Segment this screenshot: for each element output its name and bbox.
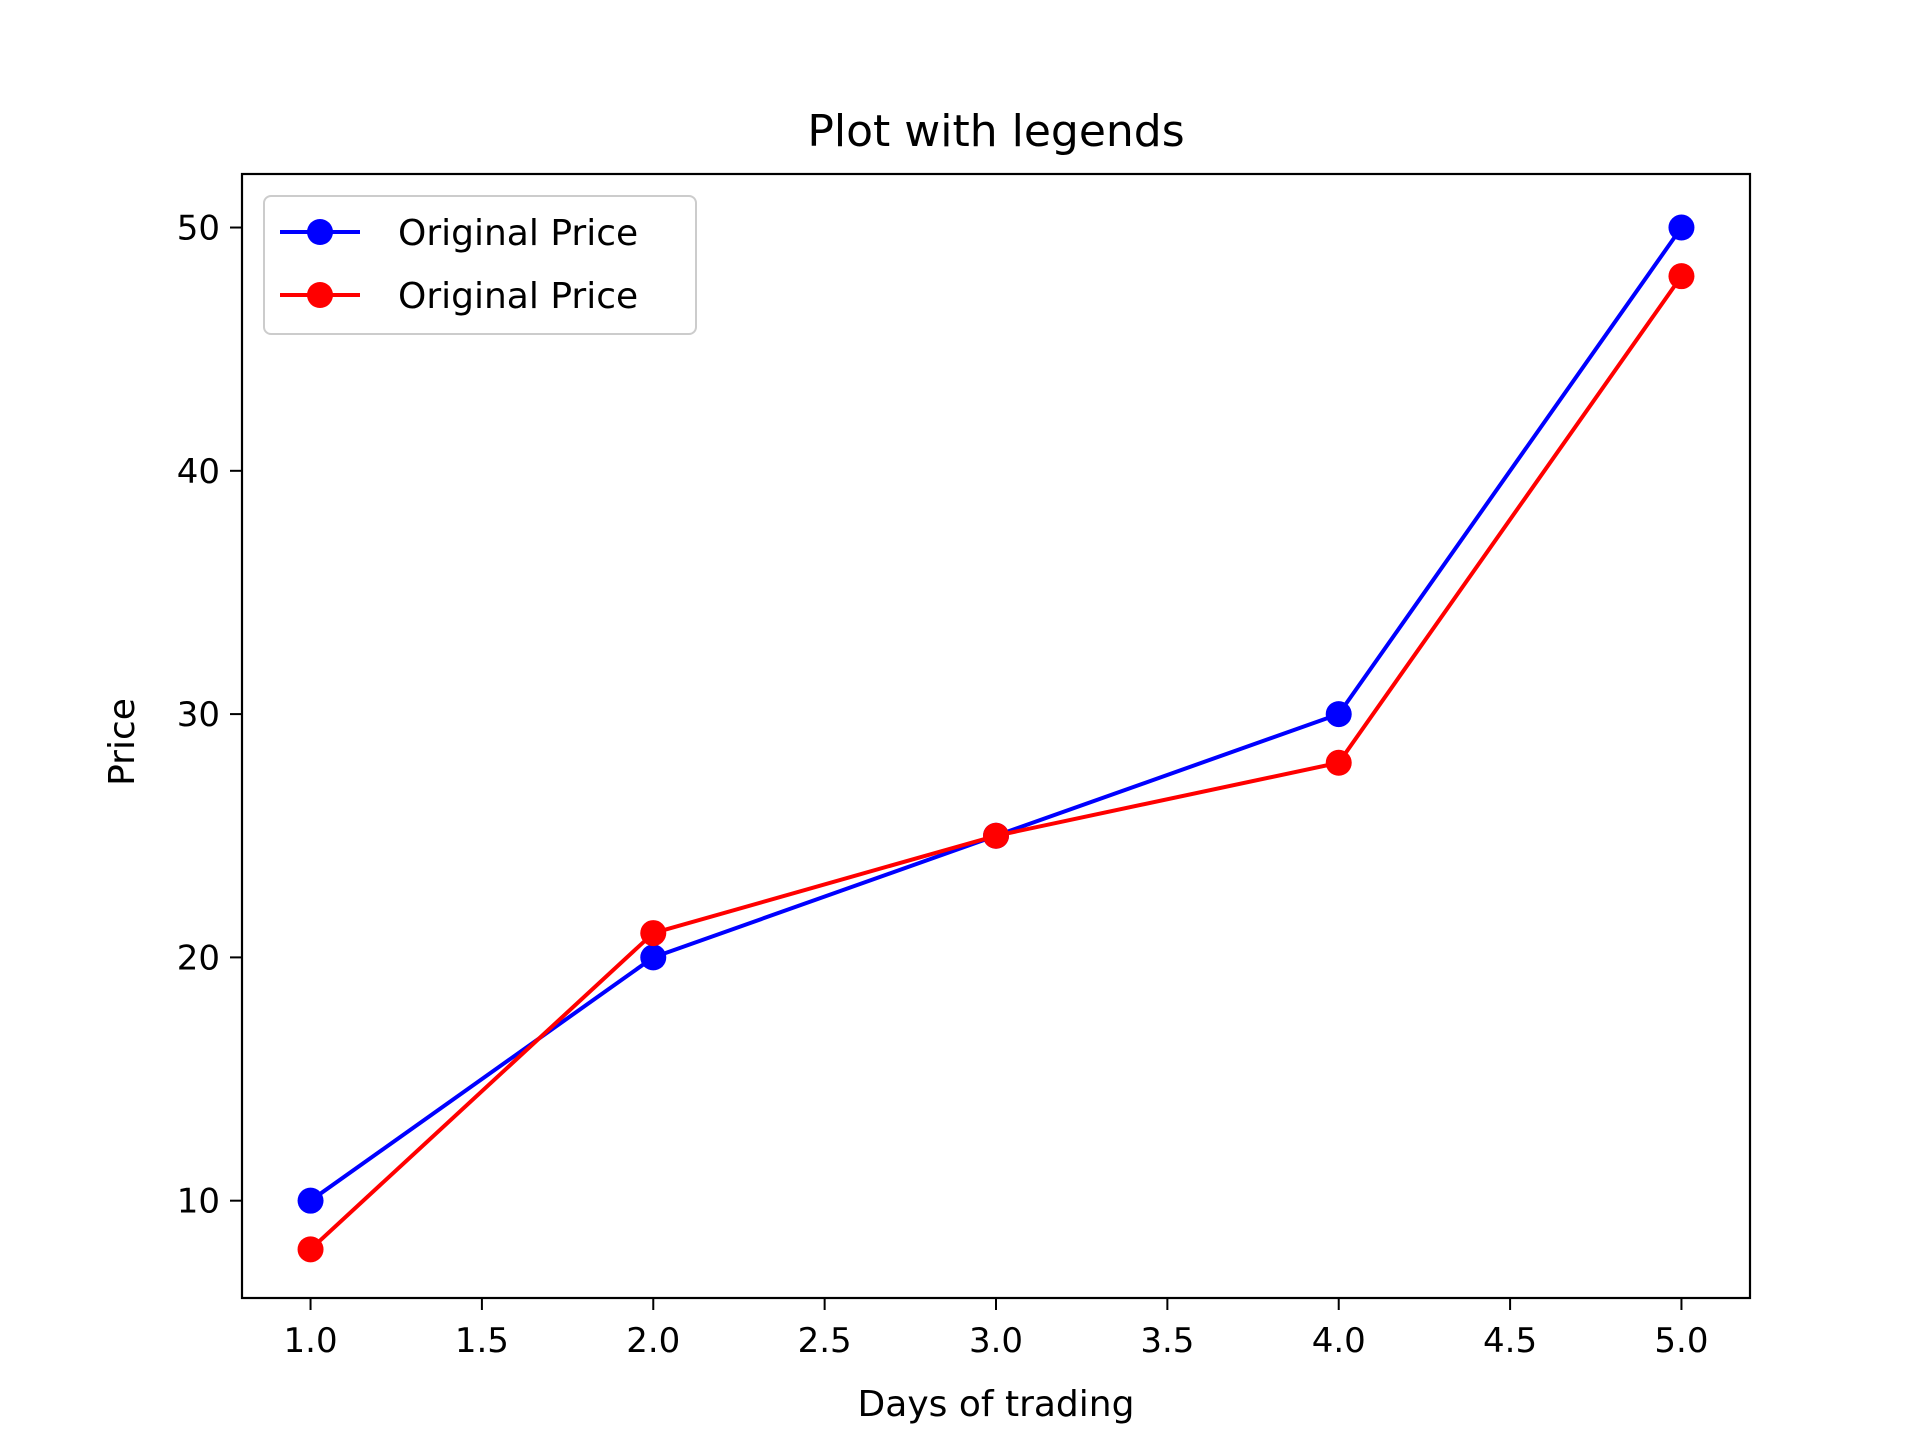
data-point bbox=[297, 1236, 324, 1263]
x-axis-label: Days of trading bbox=[858, 1384, 1135, 1425]
y-axis-label: Price bbox=[102, 698, 143, 786]
legend-marker bbox=[307, 219, 333, 245]
y-tick-label: 40 bbox=[177, 452, 220, 492]
data-point bbox=[640, 944, 667, 971]
plot-background bbox=[242, 174, 1750, 1298]
series-layer bbox=[297, 214, 1695, 1263]
data-point bbox=[640, 920, 667, 947]
chart-title: Plot with legends bbox=[807, 106, 1184, 157]
data-point bbox=[1668, 263, 1695, 290]
x-tick-label: 4.0 bbox=[1312, 1321, 1366, 1361]
x-tick-label: 2.5 bbox=[798, 1321, 852, 1361]
plot-frame bbox=[240, 172, 1752, 1300]
plot-area bbox=[242, 174, 1750, 1298]
legend-label: Original Price bbox=[398, 213, 638, 254]
x-tick-label: 3.0 bbox=[969, 1321, 1023, 1361]
axis-ticks: 1.0 1.5 2.0 2.5 3.0 3.5 4.0 4.5 5.0 10 20 30 40 50 bbox=[177, 209, 1709, 1361]
x-tick-label: 1.0 bbox=[284, 1321, 338, 1361]
data-point bbox=[983, 822, 1009, 849]
y-tick-label: 50 bbox=[177, 209, 220, 249]
x-tick-label: 1.5 bbox=[455, 1321, 509, 1361]
x-tick-label: 2.0 bbox=[626, 1321, 680, 1361]
legend-label: Original Price bbox=[398, 276, 638, 317]
y-tick-label: 30 bbox=[177, 695, 220, 735]
legend-marker bbox=[307, 282, 333, 308]
legend-item: Original Price bbox=[280, 213, 638, 254]
x-tick-label: 3.5 bbox=[1140, 1321, 1194, 1361]
y-tick-label: 20 bbox=[177, 938, 220, 978]
x-tick-label: 5.0 bbox=[1654, 1321, 1708, 1361]
legend: Original Price Original Price bbox=[263, 195, 697, 335]
data-point bbox=[297, 1187, 324, 1214]
legend-item: Original Price bbox=[280, 276, 638, 317]
data-point bbox=[1325, 749, 1352, 776]
series-2 bbox=[297, 263, 1695, 1263]
data-point bbox=[1668, 214, 1695, 241]
legend-box bbox=[263, 195, 697, 335]
x-tick-label: 4.5 bbox=[1483, 1321, 1537, 1361]
data-point bbox=[1325, 701, 1352, 728]
y-tick-label: 10 bbox=[177, 1182, 220, 1222]
